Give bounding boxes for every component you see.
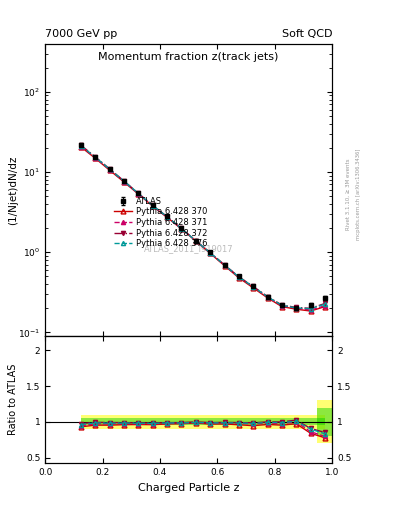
Y-axis label: Ratio to ATLAS: Ratio to ATLAS — [8, 364, 18, 435]
Line: Pythia 6.428 370: Pythia 6.428 370 — [79, 144, 327, 313]
Text: Soft QCD: Soft QCD — [282, 29, 332, 39]
Text: Momentum fraction z(track jets): Momentum fraction z(track jets) — [99, 52, 279, 62]
Pythia 6.428 376 — [165, 214, 169, 220]
Pythia 6.428 372 — [151, 202, 155, 208]
Y-axis label: (1/Njet)dN/dz: (1/Njet)dN/dz — [8, 155, 18, 225]
Pythia 6.428 376 — [107, 166, 112, 173]
Pythia 6.428 372 — [136, 190, 141, 197]
Pythia 6.428 376 — [294, 305, 299, 311]
Pythia 6.428 372 — [323, 301, 327, 307]
Pythia 6.428 372 — [265, 293, 270, 300]
Line: Pythia 6.428 371: Pythia 6.428 371 — [79, 144, 327, 312]
Pythia 6.428 371 — [79, 143, 83, 150]
Pythia 6.428 376 — [222, 262, 227, 268]
Pythia 6.428 370 — [208, 250, 213, 257]
Pythia 6.428 376 — [237, 274, 241, 280]
Pythia 6.428 376 — [208, 250, 213, 256]
Pythia 6.428 376 — [323, 301, 327, 307]
Pythia 6.428 376 — [79, 143, 83, 149]
Pythia 6.428 371 — [136, 191, 141, 197]
Pythia 6.428 372 — [107, 166, 112, 172]
Text: ATLAS_2011_I919017: ATLAS_2011_I919017 — [144, 244, 233, 253]
Pythia 6.428 376 — [122, 178, 127, 184]
Pythia 6.428 370 — [193, 238, 198, 244]
Pythia 6.428 376 — [136, 190, 141, 197]
Pythia 6.428 370 — [151, 203, 155, 209]
Pythia 6.428 370 — [93, 155, 98, 161]
Text: mcplots.cern.ch [arXiv:1306.3436]: mcplots.cern.ch [arXiv:1306.3436] — [356, 149, 361, 240]
Pythia 6.428 376 — [265, 294, 270, 300]
Pythia 6.428 372 — [193, 238, 198, 244]
Pythia 6.428 376 — [193, 238, 198, 244]
Pythia 6.428 370 — [237, 275, 241, 281]
Pythia 6.428 371 — [265, 294, 270, 301]
Pythia 6.428 371 — [151, 203, 155, 209]
Pythia 6.428 370 — [251, 285, 255, 291]
Text: Rivet 3.1.10, ≥ 3M events: Rivet 3.1.10, ≥ 3M events — [346, 159, 351, 230]
Pythia 6.428 371 — [237, 274, 241, 280]
Pythia 6.428 376 — [251, 284, 255, 290]
Pythia 6.428 376 — [279, 302, 284, 308]
Pythia 6.428 372 — [208, 249, 213, 255]
Pythia 6.428 371 — [107, 166, 112, 173]
Pythia 6.428 372 — [308, 305, 313, 311]
Pythia 6.428 370 — [294, 306, 299, 312]
Pythia 6.428 372 — [222, 262, 227, 268]
X-axis label: Charged Particle z: Charged Particle z — [138, 483, 239, 493]
Pythia 6.428 370 — [122, 179, 127, 185]
Line: Pythia 6.428 376: Pythia 6.428 376 — [79, 144, 327, 311]
Pythia 6.428 371 — [165, 214, 169, 220]
Pythia 6.428 372 — [179, 225, 184, 231]
Pythia 6.428 371 — [208, 250, 213, 256]
Pythia 6.428 370 — [136, 191, 141, 197]
Pythia 6.428 372 — [251, 283, 255, 289]
Pythia 6.428 371 — [93, 155, 98, 161]
Pythia 6.428 372 — [165, 214, 169, 220]
Pythia 6.428 372 — [122, 178, 127, 184]
Pythia 6.428 370 — [165, 215, 169, 221]
Pythia 6.428 370 — [179, 226, 184, 232]
Pythia 6.428 372 — [93, 154, 98, 160]
Pythia 6.428 372 — [237, 274, 241, 280]
Pythia 6.428 371 — [193, 238, 198, 244]
Pythia 6.428 371 — [179, 226, 184, 232]
Pythia 6.428 370 — [308, 308, 313, 314]
Pythia 6.428 376 — [179, 226, 184, 232]
Pythia 6.428 370 — [279, 304, 284, 310]
Pythia 6.428 370 — [107, 167, 112, 174]
Pythia 6.428 371 — [251, 284, 255, 290]
Line: Pythia 6.428 372: Pythia 6.428 372 — [79, 143, 327, 310]
Pythia 6.428 371 — [323, 303, 327, 309]
Pythia 6.428 371 — [294, 305, 299, 311]
Pythia 6.428 372 — [79, 142, 83, 148]
Pythia 6.428 372 — [294, 305, 299, 311]
Pythia 6.428 371 — [222, 262, 227, 268]
Pythia 6.428 370 — [323, 304, 327, 310]
Pythia 6.428 376 — [151, 202, 155, 208]
Pythia 6.428 371 — [122, 179, 127, 185]
Text: 7000 GeV pp: 7000 GeV pp — [45, 29, 118, 39]
Pythia 6.428 376 — [93, 154, 98, 160]
Legend: ATLAS, Pythia 6.428 370, Pythia 6.428 371, Pythia 6.428 372, Pythia 6.428 376: ATLAS, Pythia 6.428 370, Pythia 6.428 37… — [112, 195, 209, 250]
Pythia 6.428 372 — [279, 302, 284, 308]
Pythia 6.428 371 — [308, 307, 313, 313]
Pythia 6.428 376 — [308, 306, 313, 312]
Pythia 6.428 370 — [265, 295, 270, 301]
Pythia 6.428 371 — [279, 303, 284, 309]
Pythia 6.428 370 — [79, 144, 83, 150]
Pythia 6.428 370 — [222, 263, 227, 269]
